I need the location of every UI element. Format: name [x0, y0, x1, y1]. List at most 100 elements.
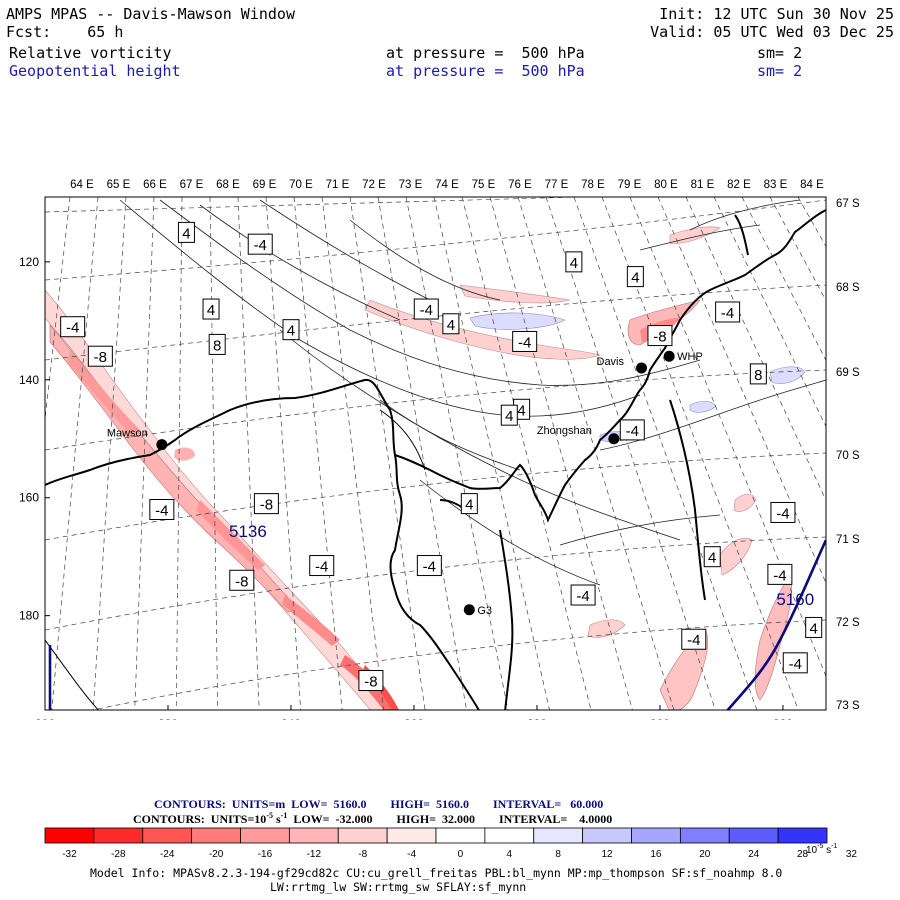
contour-label-box — [770, 501, 796, 523]
contour-label-box — [60, 316, 86, 338]
contour-label-box — [413, 298, 439, 320]
longitude-label: 75 E — [472, 179, 496, 191]
contour-label-text: -4 — [315, 559, 328, 576]
longitude-label: 72 E — [362, 179, 386, 191]
station-label: Davis — [597, 356, 625, 368]
station-label: Zhongshan — [537, 425, 592, 437]
colorbar-tick-labels: -32 -28 -24 -20 -16 -12 -8 -4 0 4 8 12 16 20 24 28 32 — [62, 849, 857, 860]
colorbar-tick-label: 0 — [458, 849, 464, 860]
contour-label-box — [149, 499, 175, 521]
contour-label: -8 — [253, 493, 279, 515]
contour-label: -8 — [87, 345, 113, 367]
cb-unit-base: 10 — [806, 845, 818, 856]
contour-label-text: -4 — [66, 320, 79, 337]
latitude-label: 72 S — [836, 617, 860, 629]
colorbar-tick-label: -12 — [307, 849, 322, 860]
colorbar-cell — [679, 827, 730, 844]
cb-unit-tail-exp: -1 — [831, 843, 837, 850]
latitude-label: 71 S — [836, 534, 860, 546]
longitude-labels: 64 E 65 E 66 E 67 E 68 E 69 E 70 E 71 E 72 E 73 E… — [70, 179, 824, 191]
x-tick-label: 240 — [281, 717, 301, 720]
colorbar-cell — [777, 827, 828, 844]
map-title: AMPS MPAS -- Davis-Mawson Window — [6, 5, 295, 23]
field2-smoothing: sm= 2 — [757, 62, 803, 80]
longitude-label: 79 E — [618, 179, 642, 191]
station-label: WHP — [677, 351, 703, 363]
contour-label-box — [87, 345, 113, 367]
contour-label-text: -4 — [518, 334, 531, 351]
height-contour-info: CONTOURS: UNITS=m LOW= 5160.0 HIGH= 5160… — [154, 797, 604, 811]
contour-label: 4 — [500, 404, 518, 426]
y-tick-label: 160 — [19, 491, 39, 505]
vorticity-contours — [119, 199, 826, 586]
contour-label-text: -4 — [773, 567, 786, 584]
colorbar-tick-label: 20 — [699, 849, 711, 860]
station-marker — [463, 604, 475, 616]
colorbar-tick-label: 8 — [555, 849, 561, 860]
field2-level: at pressure = 500 hPa — [386, 62, 585, 80]
contour-label-text: 4 — [447, 317, 455, 334]
contour-label: 4 — [626, 266, 644, 288]
height-contour-label: 5160 — [776, 590, 814, 609]
colorbar-cell — [142, 827, 193, 844]
latitude-labels: 67 S 68 S 69 S 70 S 71 S 72 S 73 S — [836, 198, 860, 712]
longitude-label: 66 E — [143, 179, 167, 191]
colorbar-unit: 10-5 s-1 — [806, 843, 837, 856]
longitude-label: 76 E — [508, 179, 532, 191]
contour-label: -4 — [681, 628, 707, 650]
field2-name: Geopotential height — [9, 62, 181, 80]
longitude-label: 64 E — [70, 179, 94, 191]
contour-label-text: 4 — [207, 302, 215, 319]
valid-time: Valid: 05 UTC Wed 03 Dec 25 — [650, 23, 894, 41]
x-tick-label: 260 — [404, 717, 424, 720]
longitude-label: 81 E — [691, 179, 715, 191]
colorbar-cell — [288, 827, 339, 844]
contour-label: -4 — [512, 330, 538, 352]
contour-label-box — [805, 616, 823, 638]
cb-unit-exp: -5 — [817, 843, 823, 850]
contour-label-text: -4 — [155, 503, 168, 520]
contour-label-text: 8 — [213, 337, 221, 354]
longitude-label: 84 E — [800, 179, 824, 191]
contour-label-box — [570, 584, 596, 606]
contour-label-text: 4 — [505, 408, 513, 425]
colorbar-tick-label: -28 — [111, 849, 126, 860]
contour-label-box — [177, 221, 195, 243]
contour-label-box — [782, 652, 808, 674]
colorbar-cell — [337, 827, 388, 844]
longitude-label: 73 E — [399, 179, 423, 191]
contour-label: 4 — [703, 546, 721, 568]
colorbar-cell — [582, 827, 632, 844]
contour-label: -4 — [570, 584, 596, 606]
colorbar-tick-label: -4 — [407, 849, 416, 860]
contour-label: -4 — [60, 316, 86, 338]
contour-label-text: -8 — [364, 674, 377, 691]
init-time: Init: 12 UTC Sun 30 Nov 25 — [659, 5, 894, 23]
field1-level: at pressure = 500 hPa — [386, 44, 585, 62]
latlon-grid — [45, 197, 826, 710]
contour-label-box — [767, 563, 793, 585]
contour-label-box — [619, 419, 645, 441]
field1-name: Relative vorticity — [9, 44, 172, 62]
colorbar-cell — [386, 827, 437, 844]
colorbar-tick-label: -8 — [358, 849, 367, 860]
longitude-label: 83 E — [764, 179, 788, 191]
contour-label-text: -4 — [687, 632, 700, 649]
station-marker — [636, 362, 648, 374]
colorbar: -32 -28 -24 -20 -16 -12 -8 -4 0 4 8 12 16 20 24 28 32 10… — [44, 827, 857, 860]
contour-label: 8 — [208, 333, 226, 355]
contour-label: -4 — [767, 563, 793, 585]
contour-label: -4 — [247, 233, 273, 255]
contour-label-box — [749, 363, 767, 385]
ice-shelf-outline — [45, 409, 426, 710]
height-contours — [48, 539, 826, 710]
colorbar-cell — [728, 827, 779, 844]
contour-label-text: 4 — [570, 255, 578, 272]
contour-label: -4 — [715, 301, 741, 323]
contour-label-box — [282, 319, 300, 341]
contour-label-box — [512, 330, 538, 352]
contour-label: 4 — [202, 298, 220, 320]
longitude-label: 68 E — [216, 179, 240, 191]
colorbar-tick-label: -32 — [62, 849, 77, 860]
